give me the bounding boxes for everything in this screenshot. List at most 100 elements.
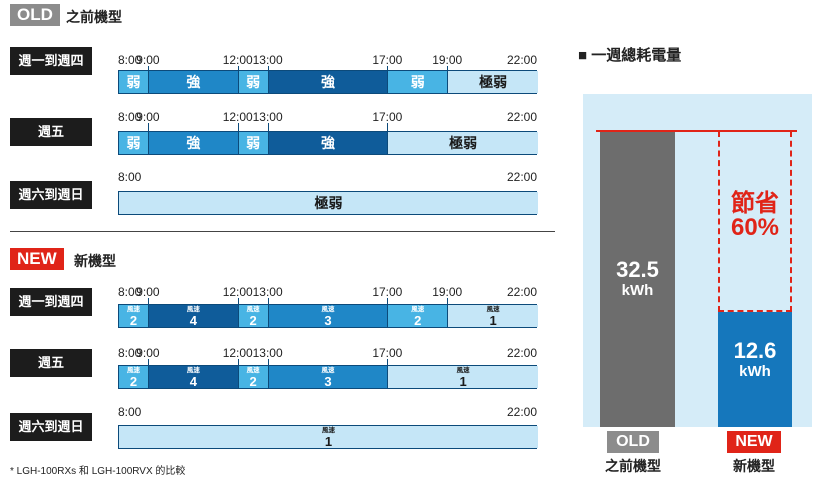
segment-speed-number: 3 <box>324 374 332 388</box>
savings-percent: 60% <box>730 214 780 241</box>
section-divider <box>10 231 555 232</box>
schedule-segment: 強 <box>268 71 389 93</box>
hour-tick-label: 19:00 <box>432 285 463 299</box>
segment-speed-caption: 風速 <box>186 306 200 313</box>
hour-tick <box>447 66 449 70</box>
hour-tick <box>147 66 149 70</box>
schedule-segment: 強 <box>148 132 239 154</box>
hour-tick-label: 9:00 <box>136 346 160 360</box>
schedule-segment: 弱 <box>238 71 269 93</box>
new-section-title: 新機型 <box>74 253 116 269</box>
new-row-label: 週六到週日 <box>10 413 92 441</box>
segment-speed-number: 2 <box>249 374 257 388</box>
schedule-segment: 風速 4 <box>148 366 239 388</box>
hour-tick <box>387 123 389 131</box>
hour-tick-label: 12:00 <box>222 110 253 124</box>
new-energy-number: 12.6 <box>733 338 777 363</box>
segment-speed-caption: 風速 <box>126 306 140 313</box>
hour-tick-label: 8:00 <box>118 285 142 299</box>
new-row-hours: 8:00 22:00 <box>118 405 537 421</box>
savings-label: 節省 60% <box>718 192 792 240</box>
hour-tick-label: 22:00 <box>506 170 537 184</box>
footnote: * LGH-100RXs 和 LGH-100RVX 的比較 <box>10 466 186 477</box>
hour-tick <box>267 359 269 365</box>
old-row-label: 週一到週四 <box>10 47 92 75</box>
segment-level-label: 弱 <box>410 74 425 90</box>
old-row-label: 週五 <box>10 118 92 146</box>
hour-tick-label: 8:00 <box>118 53 142 67</box>
hour-tick <box>267 123 269 131</box>
new-energy-unit: kWh <box>739 363 771 380</box>
segment-level-label: 弱 <box>246 74 261 90</box>
hour-tick-label: 17:00 <box>372 346 403 360</box>
hour-tick-label: 22:00 <box>506 53 537 67</box>
hour-tick-label: 12:00 <box>222 53 253 67</box>
segment-speed-caption: 風速 <box>322 427 335 434</box>
savings-word: 節省 <box>731 190 779 217</box>
segment-speed-number: 2 <box>414 313 422 327</box>
old-schedule-bar: 弱 強 弱 強 極弱 <box>118 131 538 155</box>
old-schedule-bar: 弱 強 弱 強 弱 極弱 <box>118 70 538 94</box>
hour-tick <box>387 359 389 365</box>
new-schedule-bar: 風速 1 <box>118 425 538 449</box>
new-row-label: 週一到週四 <box>10 288 92 316</box>
schedule-segment: 風速 1 <box>388 366 538 388</box>
schedule-segment: 風速 2 <box>238 305 269 327</box>
schedule-segment: 強 <box>268 132 389 154</box>
hour-tick-label: 8:00 <box>118 405 142 419</box>
segment-speed-number: 3 <box>324 313 332 327</box>
segment-speed-number: 1 <box>489 313 497 327</box>
schedule-segment: 弱 <box>119 71 149 93</box>
schedule-segment: 風速 3 <box>268 305 389 327</box>
savings-reference-line <box>596 130 797 132</box>
hour-tick <box>237 359 239 365</box>
segment-level-label: 強 <box>186 135 201 151</box>
schedule-segment: 風速 2 <box>238 366 269 388</box>
schedule-segment: 風速 2 <box>119 305 149 327</box>
hour-tick <box>267 298 269 304</box>
hour-tick <box>147 359 149 365</box>
old-energy-number: 32.5 <box>616 257 659 282</box>
old-badge: OLD <box>10 4 60 26</box>
chart-title: ■ 一週總耗電量 <box>578 47 682 64</box>
new-row-hours: 8:00 9:00 12:00 13:00 17:00 19:00 22:00 <box>118 285 537 301</box>
new-energy-bar <box>718 312 792 427</box>
hour-tick-label: 8:00 <box>118 170 142 184</box>
schedule-segment: 風速 2 <box>119 366 149 388</box>
chart-old-badge: OLD <box>607 431 659 453</box>
hour-tick-label: 13:00 <box>252 110 283 124</box>
hour-tick <box>237 66 239 70</box>
segment-speed-caption: 風速 <box>186 367 200 374</box>
hour-tick-label: 12:00 <box>222 285 253 299</box>
new-energy-value: 12.6 kWh <box>718 339 792 381</box>
segment-level-label: 極弱 <box>314 195 343 211</box>
hour-tick <box>447 298 449 304</box>
segment-speed-number: 2 <box>129 313 138 327</box>
segment-level-label: 極弱 <box>479 74 508 90</box>
segment-level-label: 強 <box>320 135 335 151</box>
hour-tick <box>387 66 389 70</box>
segment-level-label: 弱 <box>246 135 261 151</box>
new-schedule-bar: 風速 2 風速 4 風速 2 風速 3 風速 2 風速 1 <box>118 304 538 328</box>
segment-level-label: 強 <box>186 74 201 90</box>
old-row-label: 週六到週日 <box>10 181 92 209</box>
segment-speed-caption: 風速 <box>126 367 140 374</box>
segment-level-label: 強 <box>320 74 335 90</box>
segment-speed-caption: 風速 <box>456 367 470 374</box>
new-row-hours: 8:00 9:00 12:00 13:00 17:00 22:00 <box>118 346 537 362</box>
schedule-segment: 風速 1 <box>119 426 538 448</box>
schedule-segment: 弱 <box>388 71 449 93</box>
hour-tick-label: 17:00 <box>372 53 403 67</box>
hour-tick <box>387 298 389 304</box>
hour-tick <box>147 123 149 131</box>
hour-tick <box>237 123 239 131</box>
schedule-segment: 極弱 <box>448 71 538 93</box>
hour-tick-label: 9:00 <box>136 110 160 124</box>
schedule-segment: 弱 <box>238 132 269 154</box>
hour-tick-label: 8:00 <box>118 110 142 124</box>
hour-tick <box>147 298 149 304</box>
segment-speed-number: 2 <box>249 313 257 327</box>
hour-tick-label: 22:00 <box>506 405 537 419</box>
segment-speed-caption: 風速 <box>321 367 335 374</box>
hour-tick-label: 13:00 <box>252 53 283 67</box>
